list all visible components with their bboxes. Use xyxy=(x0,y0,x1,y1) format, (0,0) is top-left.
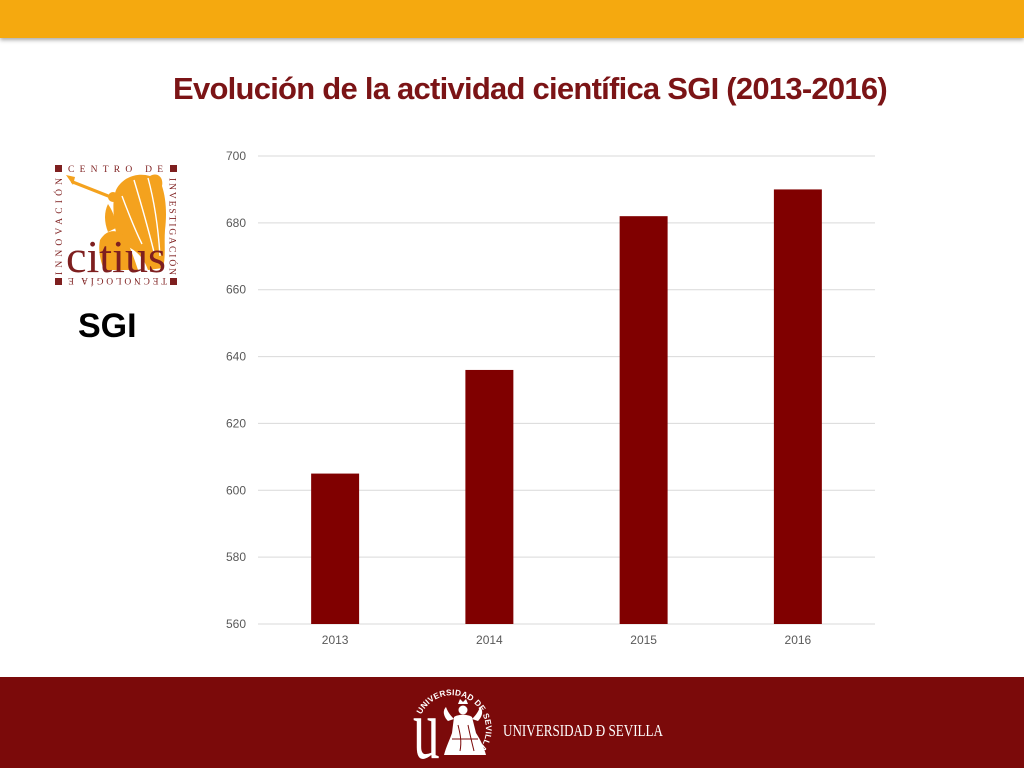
universidad-de-sevilla-logo: UNIVERSIDAD DE SEVILLA u UNIVERSIDAD Ð S… xyxy=(413,681,664,768)
logo-wordmark: citius xyxy=(66,231,166,282)
bar-2015 xyxy=(619,216,668,624)
bar-2016 xyxy=(773,189,822,624)
footer-band: UNIVERSIDAD DE SEVILLA u UNIVERSIDAD Ð S… xyxy=(0,677,1024,768)
logo-corner-square xyxy=(55,278,62,285)
top-accent-bar xyxy=(0,0,1024,38)
y-tick-label: 620 xyxy=(226,416,246,430)
x-tick-label: 2014 xyxy=(476,633,503,647)
y-tick-label: 660 xyxy=(226,283,246,297)
bar-series xyxy=(311,189,822,624)
x-tick-label: 2013 xyxy=(322,633,349,647)
logo-left-text: INNOVACIÓN xyxy=(53,178,65,275)
y-tick-label: 680 xyxy=(226,216,246,230)
citius-logo: CENTRO DE INVESTIGACIÓN TECNOLOGÍA E INN… xyxy=(53,165,179,287)
logo-corner-square xyxy=(55,165,62,172)
bar-2013 xyxy=(311,473,360,624)
y-tick-label: 700 xyxy=(226,149,246,163)
y-tick-label: 600 xyxy=(226,483,246,497)
seal-emblem xyxy=(443,699,486,755)
university-wordmark: UNIVERSIDAD Ð SEVILLA xyxy=(503,721,664,740)
logo-feather-lines xyxy=(121,177,161,257)
seal-emblem-detail xyxy=(452,724,478,752)
x-axis-tick-labels: 2013 2014 2015 2016 xyxy=(322,633,812,647)
y-axis-tick-labels: 560 580 600 620 640 660 680 700 xyxy=(226,149,246,631)
logo-top-text: CENTRO DE xyxy=(68,165,163,175)
y-tick-label: 580 xyxy=(226,550,246,564)
logo-corner-square xyxy=(170,278,177,285)
logo-right-text: INVESTIGACIÓN xyxy=(167,178,179,275)
bar-2014 xyxy=(465,369,514,624)
y-tick-label: 560 xyxy=(226,617,246,631)
sgi-label: SGI xyxy=(78,307,137,345)
gridlines xyxy=(258,155,875,625)
x-tick-label: 2015 xyxy=(630,633,657,647)
slide-title: Evolución de la actividad científica SGI… xyxy=(173,71,888,106)
logo-frame xyxy=(55,165,177,285)
y-tick-label: 640 xyxy=(226,350,246,364)
seal-letter-u: u xyxy=(413,681,440,768)
x-tick-label: 2016 xyxy=(785,633,812,647)
logo-corner-square xyxy=(170,165,177,172)
